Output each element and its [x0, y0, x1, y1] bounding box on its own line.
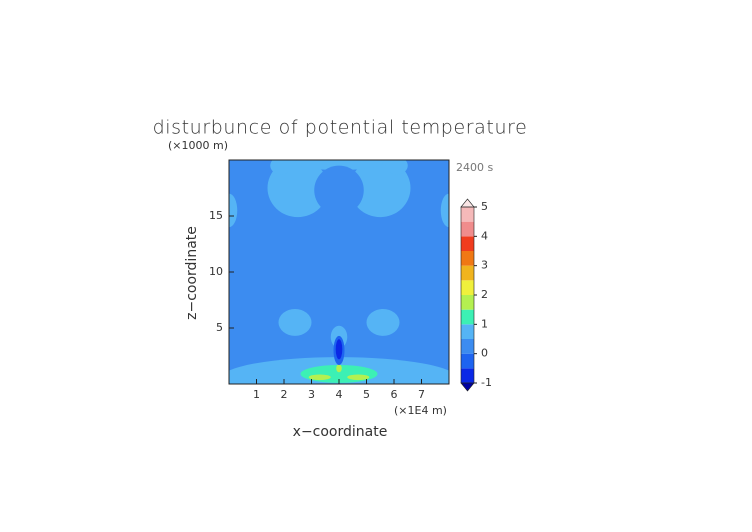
colorbar-band [461, 251, 474, 266]
colorbar-band [461, 309, 474, 325]
colorbar-band [461, 265, 474, 281]
contour-region [229, 193, 238, 228]
x-tick-label: 7 [418, 388, 425, 401]
colorbar-band [461, 339, 474, 354]
colorbar-tick-label: 2 [481, 288, 488, 301]
colorbar-band [461, 324, 474, 339]
contour-region [308, 374, 331, 381]
y-tick-label: 5 [216, 321, 223, 334]
colorbar-band [461, 236, 474, 251]
colorbar-band [461, 280, 474, 295]
y-unit-label: (×1000 m) [168, 139, 228, 152]
colorbar-band [461, 221, 474, 237]
axes: 1 2 3 4 5 6 7 5 10 15 -1 0 1 2 3 4 5 [209, 159, 492, 401]
x-tick-label: 2 [281, 388, 288, 401]
colorbar-tick-label: 4 [481, 229, 488, 242]
colorbar-tick-label: 1 [481, 317, 488, 330]
contour-region [270, 160, 293, 175]
x-tick-label: 4 [336, 388, 343, 401]
chart-title: disturbunce of potential temperature [153, 117, 528, 139]
contour-region [278, 308, 312, 336]
contour-field [229, 160, 449, 384]
colorbar-over [460, 198, 475, 208]
x-tick-label: 3 [308, 388, 315, 401]
x-tick-label: 5 [363, 388, 370, 401]
contour-region [295, 160, 383, 171]
colorbar-tick-label: 0 [481, 347, 488, 360]
colorbar-under [460, 382, 475, 392]
contour-region [336, 364, 342, 373]
y-axis-title: z−coordinate [184, 226, 200, 320]
colorbar-tick-label: 5 [481, 200, 488, 213]
x-unit-label: (×1E4 m) [394, 404, 447, 417]
colorbar-tick-label: 3 [481, 259, 488, 272]
contour-region [440, 193, 449, 228]
x-axis-title: x−coordinate [293, 424, 388, 440]
x-tick-label: 1 [253, 388, 260, 401]
y-tick-label: 10 [209, 265, 223, 278]
colorbar-band [461, 368, 474, 383]
contour-region [335, 339, 343, 360]
colorbar-band [461, 353, 474, 369]
x-tick-label: 6 [391, 388, 398, 401]
contour-region [366, 308, 400, 336]
contour-region [347, 374, 370, 381]
contour-region [314, 165, 364, 215]
time-label: 2400 s [456, 161, 493, 174]
colorbar-tick-label: -1 [481, 376, 492, 389]
colorbar-band [461, 295, 474, 310]
contour-region [385, 160, 408, 175]
colorbar-band [461, 207, 474, 222]
y-tick-label: 15 [209, 209, 223, 222]
